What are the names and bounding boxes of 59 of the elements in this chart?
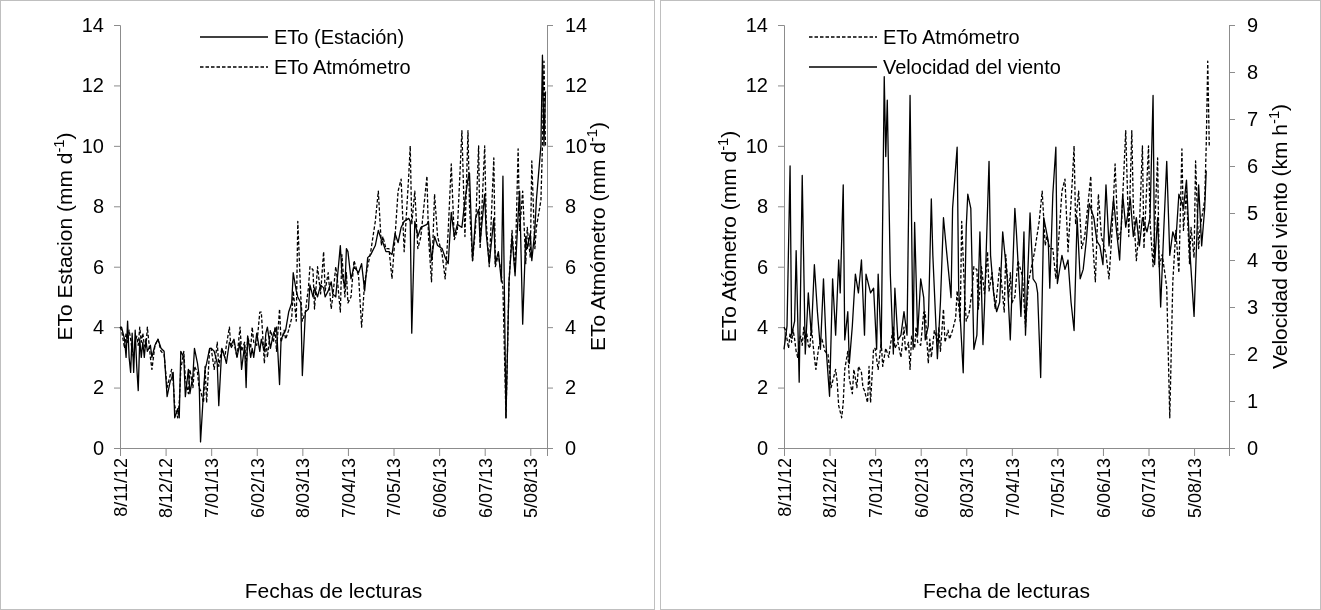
y-tick-label: 4	[92, 316, 104, 339]
y-tick-label: 4	[756, 316, 768, 339]
y-tick-label: 8	[92, 195, 104, 218]
y2-tick-label: 8	[565, 195, 577, 218]
x-tick-label: 7/05/13	[384, 458, 405, 519]
y2-tick-label: 1	[1247, 389, 1259, 412]
x-axis-title: Fechas de lecturas	[244, 579, 423, 602]
x-tick-label: 6/02/13	[247, 458, 268, 519]
x-tick-label: 7/01/13	[865, 458, 886, 519]
y2-tick-label: 9	[1247, 13, 1259, 36]
legend-label: Velocidad del viento	[883, 56, 1061, 78]
y-tick-label: 2	[92, 376, 104, 399]
x-tick-label: 5/08/13	[1184, 458, 1205, 519]
y2-tick-label: 0	[1247, 436, 1259, 459]
x-tick-label: 6/07/13	[475, 458, 496, 519]
y-tick-label: 10	[745, 134, 768, 157]
x-tick-label: 7/04/13	[338, 458, 359, 519]
x-tick-label: 8/03/13	[957, 458, 978, 519]
y-tick-label: 6	[92, 255, 104, 278]
y2-tick-label: 6	[1247, 154, 1259, 177]
y-tick-label: 6	[756, 255, 768, 278]
legend-label: ETo (Estación)	[274, 26, 405, 48]
y-tick-label: 0	[756, 436, 768, 459]
x-tick-label: 7/04/13	[1002, 458, 1023, 519]
y-tick-label: 12	[745, 74, 768, 97]
y2-tick-label: 0	[565, 436, 577, 459]
y-tick-label: 12	[81, 74, 104, 97]
x-tick-label: 6/06/13	[1093, 458, 1114, 519]
y2-tick-label: 2	[1247, 342, 1259, 365]
y-tick-label: 14	[81, 13, 104, 36]
x-tick-label: 6/07/13	[1139, 458, 1160, 519]
y-tick-label: 8	[756, 195, 768, 218]
y-tick-label: 14	[745, 13, 768, 36]
y2-tick-label: 4	[1247, 248, 1259, 271]
x-tick-label: 8/12/12	[820, 458, 841, 519]
x-tick-label: 8/11/12	[110, 458, 131, 517]
x-tick-label: 6/06/13	[429, 458, 450, 519]
x-tick-label: 8/12/12	[156, 458, 177, 519]
x-tick-label: 8/11/12	[774, 458, 795, 517]
x-tick-label: 7/05/13	[1048, 458, 1069, 519]
y-tick-label: 2	[756, 376, 768, 399]
y2-tick-label: 2	[565, 376, 577, 399]
y2-tick-label: 7	[1247, 107, 1259, 130]
x-tick-label: 8/03/13	[293, 458, 314, 519]
x-axis-title: Fecha de lecturas	[923, 579, 1090, 602]
y2-tick-label: 14	[565, 13, 588, 36]
y2-tick-label: 4	[565, 316, 577, 339]
legend-label: ETo Atmómetro	[883, 26, 1020, 48]
y2-tick-label: 3	[1247, 295, 1259, 318]
legend-label: ETo Atmómetro	[274, 56, 411, 78]
y2-tick-label: 5	[1247, 201, 1259, 224]
y2-tick-label: 8	[1247, 60, 1259, 83]
x-tick-label: 7/01/13	[201, 458, 222, 519]
y2-tick-label: 6	[565, 255, 577, 278]
y2-tick-label: 12	[565, 74, 588, 97]
y-tick-label: 10	[81, 134, 104, 157]
x-tick-label: 6/02/13	[911, 458, 932, 519]
y-tick-label: 0	[92, 436, 104, 459]
x-tick-label: 5/08/13	[521, 458, 542, 519]
